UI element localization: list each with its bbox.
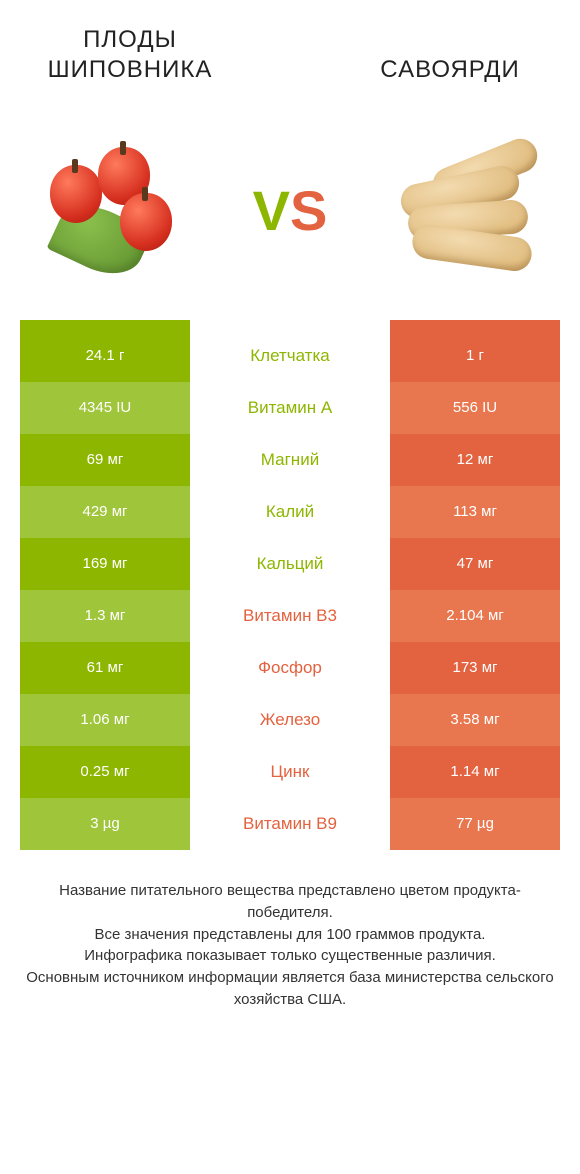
rosehip-icon [40, 135, 190, 285]
hero-row: VS [10, 115, 570, 320]
right-value: 47 мг [390, 538, 560, 590]
nutrient-label: Кальций [190, 538, 390, 590]
left-value: 169 мг [20, 538, 190, 590]
right-value: 556 IU [390, 382, 560, 434]
right-value: 173 мг [390, 642, 560, 694]
left-value: 69 мг [20, 434, 190, 486]
left-value: 1.3 мг [20, 590, 190, 642]
footnote-line: Все значения представлены для 100 граммо… [25, 924, 555, 946]
nutrient-label: Витамин B3 [190, 590, 390, 642]
left-value: 4345 IU [20, 382, 190, 434]
infographic-root: ПЛОДЫ ШИПОВНИКА САВОЯРДИ VS 24.1 г4345 I… [0, 0, 580, 1041]
left-value: 429 мг [20, 486, 190, 538]
right-value: 1.14 мг [390, 746, 560, 798]
vs-s: S [290, 179, 327, 242]
nutrient-label: Калий [190, 486, 390, 538]
vs-label: VS [253, 178, 328, 243]
nutrient-label: Цинк [190, 746, 390, 798]
right-value: 77 µg [390, 798, 560, 850]
right-value: 3.58 мг [390, 694, 560, 746]
right-value: 2.104 мг [390, 590, 560, 642]
label-column: КлетчаткаВитамин AМагнийКалийКальцийВита… [190, 320, 390, 850]
left-value: 3 µg [20, 798, 190, 850]
header: ПЛОДЫ ШИПОВНИКА САВОЯРДИ [10, 0, 570, 115]
nutrient-label: Витамин A [190, 382, 390, 434]
right-value: 12 мг [390, 434, 560, 486]
mid-header-spacer [190, 320, 390, 330]
right-header-bar [390, 320, 560, 330]
left-product-title: ПЛОДЫ ШИПОВНИКА [30, 25, 230, 85]
footnote-line: Название питательного вещества представл… [25, 880, 555, 924]
right-value: 113 мг [390, 486, 560, 538]
nutrient-label: Магний [190, 434, 390, 486]
left-value: 61 мг [20, 642, 190, 694]
ladyfinger-icon [390, 135, 540, 285]
left-value: 1.06 мг [20, 694, 190, 746]
footnote: Название питательного вещества представл… [10, 880, 570, 1011]
left-value: 24.1 г [20, 330, 190, 382]
left-header-bar [20, 320, 190, 330]
vs-v: V [253, 179, 290, 242]
nutrient-label: Витамин B9 [190, 798, 390, 850]
footnote-line: Инфографика показывает только существенн… [25, 945, 555, 967]
left-column: 24.1 г4345 IU69 мг429 мг169 мг1.3 мг61 м… [20, 320, 190, 850]
nutrient-label: Клетчатка [190, 330, 390, 382]
right-product-title: САВОЯРДИ [350, 55, 550, 85]
right-column: 1 г556 IU12 мг113 мг47 мг2.104 мг173 мг3… [390, 320, 560, 850]
right-value: 1 г [390, 330, 560, 382]
footnote-line: Основным источником информации является … [25, 967, 555, 1011]
comparison-table: 24.1 г4345 IU69 мг429 мг169 мг1.3 мг61 м… [20, 320, 560, 850]
left-value: 0.25 мг [20, 746, 190, 798]
nutrient-label: Железо [190, 694, 390, 746]
nutrient-label: Фосфор [190, 642, 390, 694]
